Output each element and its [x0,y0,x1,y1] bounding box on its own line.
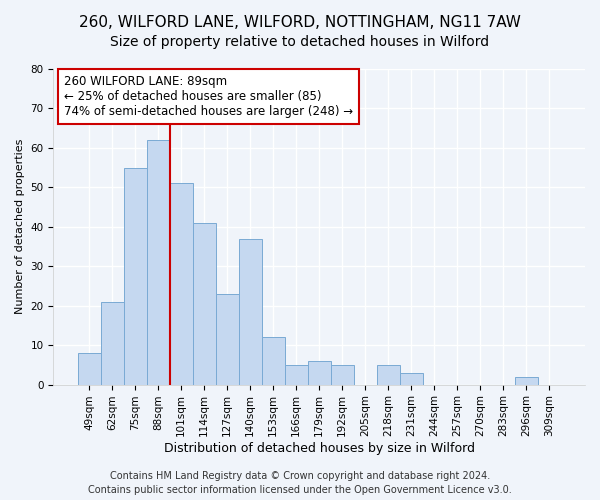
X-axis label: Distribution of detached houses by size in Wilford: Distribution of detached houses by size … [164,442,475,455]
Bar [400,373,423,384]
Bar [262,338,284,384]
Bar [239,238,262,384]
Text: 260 WILFORD LANE: 89sqm
← 25% of detached houses are smaller (85)
74% of semi-de: 260 WILFORD LANE: 89sqm ← 25% of detache… [64,76,353,118]
Bar [515,376,538,384]
Bar [101,302,124,384]
Bar [331,365,354,384]
Text: Contains HM Land Registry data © Crown copyright and database right 2024.
Contai: Contains HM Land Registry data © Crown c… [88,471,512,495]
Bar [377,365,400,384]
Bar [77,353,101,384]
Bar [124,168,146,384]
Text: 260, WILFORD LANE, WILFORD, NOTTINGHAM, NG11 7AW: 260, WILFORD LANE, WILFORD, NOTTINGHAM, … [79,15,521,30]
Text: Size of property relative to detached houses in Wilford: Size of property relative to detached ho… [110,35,490,49]
Y-axis label: Number of detached properties: Number of detached properties [15,139,25,314]
Bar [146,140,170,384]
Bar [170,184,193,384]
Bar [284,365,308,384]
Bar [308,361,331,384]
Bar [193,223,215,384]
Bar [215,294,239,384]
